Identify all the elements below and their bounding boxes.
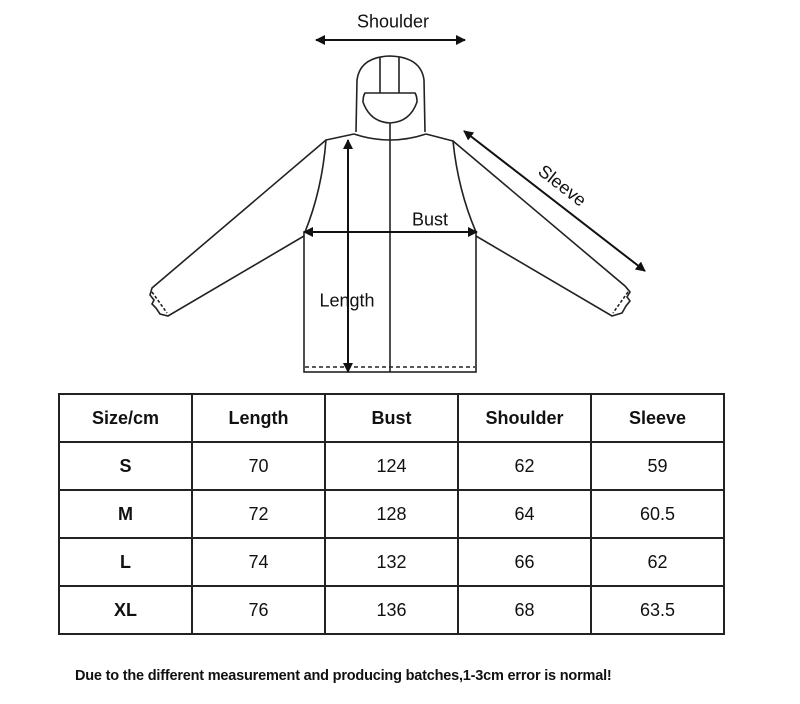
cell-size: L (58, 537, 193, 587)
cell-shoulder: 66 (457, 537, 592, 587)
cell-length: 70 (191, 441, 326, 491)
cell-size: XL (58, 585, 193, 635)
hoodie-diagram (149, 35, 646, 373)
header-length: Length (191, 393, 326, 443)
table-header-row: Size/cm Length Bust Shoulder Sleeve (58, 393, 725, 443)
table-row: XL 76 136 68 63.5 (58, 585, 725, 635)
table-row: L 74 132 66 62 (58, 537, 725, 587)
cell-length: 72 (191, 489, 326, 539)
shoulder-label: Shoulder (356, 11, 430, 32)
length-label: Length (319, 290, 375, 311)
cell-bust: 124 (324, 441, 459, 491)
cell-sleeve: 59 (590, 441, 725, 491)
header-bust: Bust (324, 393, 459, 443)
header-sleeve: Sleeve (590, 393, 725, 443)
table-row: S 70 124 62 59 (58, 441, 725, 491)
cell-sleeve: 60.5 (590, 489, 725, 539)
header-size: Size/cm (58, 393, 193, 443)
sleeve-arrow (463, 130, 646, 272)
cell-length: 74 (191, 537, 326, 587)
header-shoulder: Shoulder (457, 393, 592, 443)
cell-size: M (58, 489, 193, 539)
cell-length: 76 (191, 585, 326, 635)
size-table: Size/cm Length Bust Shoulder Sleeve S 70… (58, 393, 725, 635)
cell-shoulder: 62 (457, 441, 592, 491)
hoodie-outline (149, 55, 632, 373)
cell-bust: 136 (324, 585, 459, 635)
table-row: M 72 128 64 60.5 (58, 489, 725, 539)
measurement-arrows (303, 35, 646, 373)
bust-label: Bust (411, 209, 449, 230)
cell-bust: 132 (324, 537, 459, 587)
cell-sleeve: 63.5 (590, 585, 725, 635)
cell-shoulder: 68 (457, 585, 592, 635)
cell-bust: 128 (324, 489, 459, 539)
cell-size: S (58, 441, 193, 491)
cell-sleeve: 62 (590, 537, 725, 587)
cell-shoulder: 64 (457, 489, 592, 539)
measurement-note: Due to the different measurement and pro… (75, 668, 612, 684)
